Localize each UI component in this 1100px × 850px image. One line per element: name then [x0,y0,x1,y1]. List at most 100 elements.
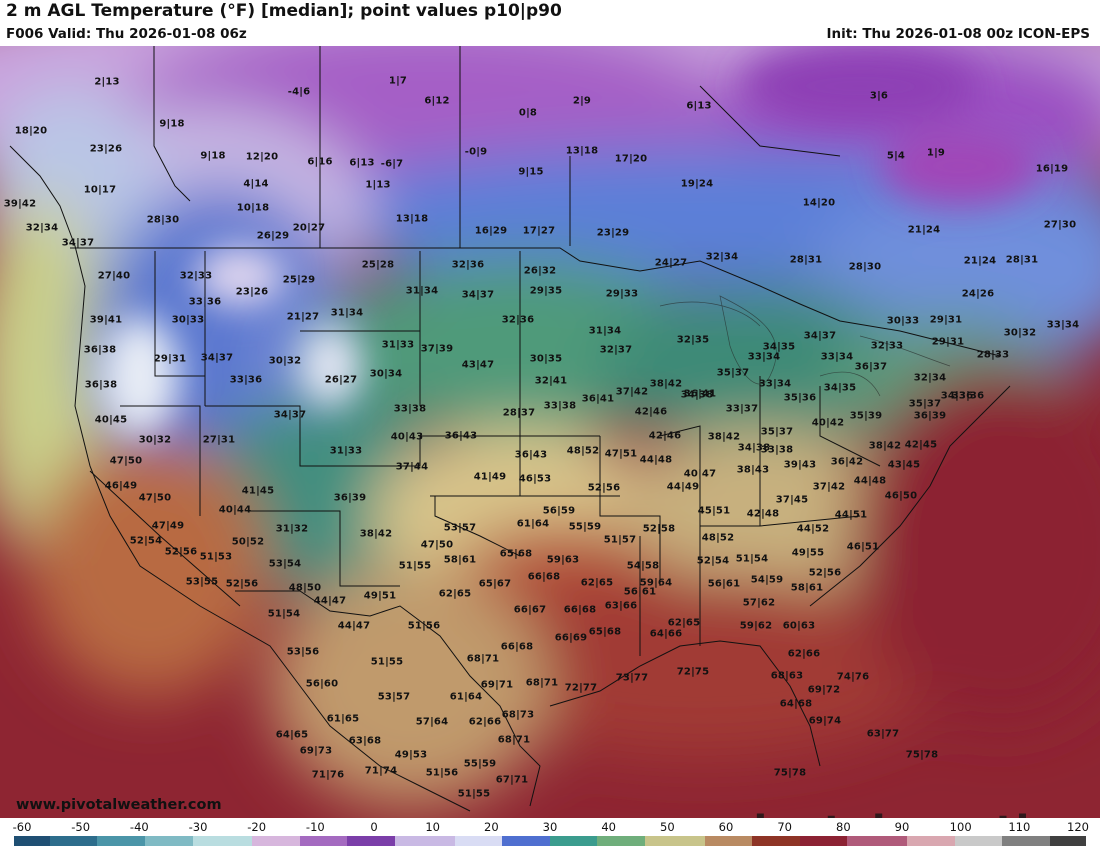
point-value-label: 56|61 [623,586,657,598]
colorbar-tick-label: 120 [1067,820,1089,834]
point-value-label: 43|47 [461,359,495,371]
point-value-label: 34|36 [940,390,974,402]
point-value-label: 40|42 [811,417,845,429]
colorbar-tick-label: 40 [601,820,616,834]
point-value-label: 33|38 [393,403,427,415]
point-value-label: 34|37 [273,409,307,421]
point-value-label: 42|46 [634,406,668,418]
point-value-label: 56|59 [542,505,576,517]
point-value-label: 53|56 [286,646,320,658]
point-value-label: 35|37 [716,367,750,379]
point-value-label: 51|55 [370,656,404,668]
point-value-label: 44|52 [796,523,830,535]
point-value-label: 65|67 [478,578,512,590]
colorbar-tick-label: -10 [305,820,325,834]
point-value-label: 34|37 [461,289,495,301]
point-value-label: 29|31 [153,353,187,365]
point-value-label: 9|18 [200,150,226,162]
point-value-label: 47|51 [604,448,638,460]
point-value-label: 66|69 [554,632,588,644]
point-value-label: 63|68 [348,735,382,747]
point-value-label: 33|38 [543,400,577,412]
point-value-label: 1|13 [365,179,391,191]
point-value-label: 40|43 [390,431,424,443]
point-value-label: 35|39 [849,410,883,422]
point-value-label: 6|16 [307,156,333,168]
colorbar-tick-label: 10 [425,820,440,834]
temperature-map[interactable]: 2|13 1|7 -4|6 6|12 0|8 2|9 6|13 3|6 18|20 9|18 6|1… [0,46,1100,818]
point-value-label: 37|39 [420,343,454,355]
point-value-label: 31|34 [405,285,439,297]
point-value-label: 66|68 [527,571,561,583]
point-value-label: 54|59 [750,574,784,586]
colorbar-tick-label: 100 [949,820,972,834]
point-value-label: 18|20 [14,125,48,137]
point-value-label: 62|66 [468,716,502,728]
point-value-label: 32|34 [705,251,739,263]
point-value-label: 23|26 [235,286,269,298]
point-value-label: 71|74 [364,765,398,777]
point-value-label: 75|78 [905,749,939,761]
point-value-label: 62|65 [667,617,701,629]
point-value-label: 37|42 [615,386,649,398]
point-value-label: 34|37 [200,352,234,364]
point-value-label: 30|32 [1003,327,1037,339]
point-value-label: 55|59 [463,758,497,770]
point-value-label: 34|38 [737,442,771,454]
point-value-label: 52|56 [587,482,621,494]
point-value-label: 24|26 [961,288,995,300]
point-value-label: 49|53 [394,749,428,761]
pivotal-weather-logo: pivotal weather [724,808,1094,818]
point-value-label: 47|50 [109,455,143,467]
point-value-label: 52|54 [696,555,730,567]
point-value-label: 48|50 [288,582,322,594]
point-value-label: 2|9 [572,95,592,107]
point-value-label: 25|29 [282,274,316,286]
point-value-label: 53|57 [377,691,411,703]
point-value-label: 53|54 [268,558,302,570]
header: 2 m AGL Temperature (°F) [median]; point… [0,0,1100,46]
point-value-label: 38|42 [868,440,902,452]
point-value-label: 33|36 [188,296,222,308]
point-value-label: 32|34 [25,222,59,234]
point-value-label: 21|24 [907,224,941,236]
point-value-label: 35|36 [783,392,817,404]
point-value-label: 9|15 [518,166,544,178]
point-value-label: 59|64 [639,577,673,589]
website-link[interactable]: www.pivotalweather.com [16,797,222,813]
point-value-label: 36|41 [581,393,615,405]
point-value-label: 25|28 [361,259,395,271]
point-value-label: 51|55 [457,788,491,800]
point-value-label: 5|4 [886,150,906,162]
point-value-label: 67|71 [495,774,529,786]
point-value-label: 28|33 [976,349,1010,361]
point-value-label: 36|43 [444,430,478,442]
colorbar-tick-label: -50 [71,820,91,834]
point-value-label: 21|27 [286,311,320,323]
point-value-label: 68|71 [466,653,500,665]
point-value-label: 40|47 [683,468,717,480]
point-value-label: 29|33 [605,288,639,300]
point-value-label: 31|33 [329,445,363,457]
point-value-label: 44|51 [834,509,868,521]
point-value-label: 69|71 [480,679,514,691]
point-value-label: 12|20 [245,151,279,163]
point-value-label: 20|27 [292,222,326,234]
point-value-label: 32|33 [870,340,904,352]
point-value-label: 32|41 [534,375,568,387]
point-value-label: 66|68 [563,604,597,616]
point-value-label: 75|78 [773,767,807,779]
point-value-label: 60|63 [782,620,816,632]
point-value-label: 38|42 [359,528,393,540]
point-value-label: 23|29 [596,227,630,239]
point-value-label: 46|49 [104,480,138,492]
point-value-label: 27|31 [202,434,236,446]
point-value-label: 54|58 [626,560,660,572]
point-value-label: 35|37 [760,426,794,438]
point-value-label: 62|65 [580,577,614,589]
colorbar-tick-label: 60 [718,820,734,834]
colorbar-tick-label: -60 [12,820,32,834]
point-value-label: 36|37 [854,361,888,373]
point-value-label: 6|13 [349,157,375,169]
point-value-label: 32|35 [676,334,710,346]
